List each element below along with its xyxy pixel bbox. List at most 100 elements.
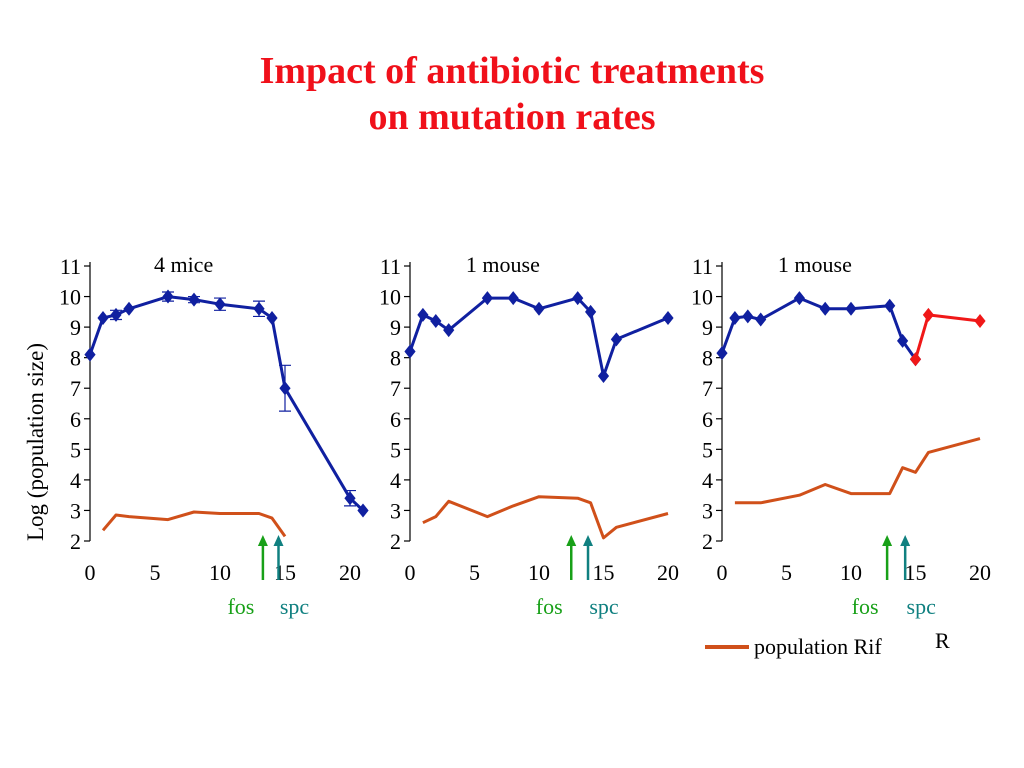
data-point-3-resistant-2	[974, 314, 986, 328]
arrow-head-2-fos	[566, 535, 577, 546]
data-point-3-main-5	[819, 301, 831, 316]
y-tick-label-1-3: 3	[70, 498, 81, 523]
series-line-3-resistant	[914, 313, 981, 360]
y-tick-label-2-2: 2	[390, 529, 401, 554]
data-point-3-main-4	[793, 291, 805, 306]
data-point-3-resistant-0	[909, 352, 922, 367]
data-point-2-main-5	[507, 291, 519, 306]
y-tick-label-3-9: 9	[702, 315, 713, 340]
x-tick-label-2-15: 15	[593, 560, 615, 585]
x-tick-label-2-20: 20	[657, 560, 679, 585]
arrow-head-2-spc	[583, 535, 594, 546]
data-point-1-main-1	[97, 310, 109, 325]
y-tick-label-1-5: 5	[70, 437, 81, 462]
series-line-3-rif	[734, 437, 981, 505]
data-point-2-main-2	[430, 314, 442, 328]
y-tick-label-3-3: 3	[702, 498, 713, 523]
arrow-head-1-spc	[273, 535, 284, 546]
y-tick-label-1-8: 8	[70, 346, 81, 371]
legend-label: population Rif	[754, 634, 882, 659]
annotation-label-1-fos: fos	[227, 594, 254, 619]
y-tick-label-3-8: 8	[702, 346, 713, 371]
y-tick-label-2-11: 11	[380, 254, 401, 279]
annotation-label-3-fos: fos	[852, 594, 879, 619]
y-tick-label-2-7: 7	[390, 376, 401, 401]
series-line-1-main	[88, 295, 365, 512]
arrow-head-3-fos	[882, 535, 893, 546]
x-tick-label-3-15: 15	[905, 560, 927, 585]
data-point-1-main-11	[357, 503, 369, 518]
data-point-2-main-6	[533, 301, 545, 316]
data-point-3-resistant-1	[922, 307, 934, 322]
x-tick-label-1-5: 5	[150, 560, 161, 585]
y-tick-label-3-4: 4	[702, 468, 713, 493]
data-point-3-main-2	[742, 309, 754, 324]
y-tick-label-3-5: 5	[702, 437, 713, 462]
y-tick-label-2-5: 5	[390, 437, 401, 462]
y-tick-label-3-6: 6	[702, 407, 713, 432]
y-tick-label-1-4: 4	[70, 468, 81, 493]
data-point-2-main-8	[585, 304, 597, 319]
x-tick-label-3-10: 10	[840, 560, 862, 585]
data-point-2-main-1	[417, 307, 429, 322]
data-point-1-main-8	[266, 310, 278, 325]
data-point-1-main-5	[188, 292, 200, 307]
annotation-label-3-spc: spc	[907, 594, 937, 619]
y-tick-label-2-3: 3	[390, 498, 401, 523]
x-tick-label-3-20: 20	[969, 560, 991, 585]
y-tick-label-1-2: 2	[70, 529, 81, 554]
x-tick-label-1-0: 0	[85, 560, 96, 585]
panel-label-3: 1 mouse	[778, 252, 852, 277]
data-point-3-main-3	[755, 312, 767, 327]
panel-label-2: 1 mouse	[466, 252, 540, 277]
y-tick-label-3-2: 2	[702, 529, 713, 554]
data-point-1-main-7	[253, 301, 265, 316]
y-tick-label-3-7: 7	[702, 376, 713, 401]
data-point-1-main-2	[110, 307, 122, 322]
data-point-3-main-0	[716, 346, 728, 361]
arrow-head-3-spc	[900, 535, 911, 546]
data-point-1-main-10	[344, 491, 356, 506]
data-point-2-main-7	[572, 291, 584, 306]
x-tick-label-3-0: 0	[717, 560, 728, 585]
y-tick-label-2-10: 10	[379, 285, 401, 310]
series-line-2-rif	[422, 495, 669, 540]
y-tick-label-3-11: 11	[692, 254, 713, 279]
data-point-1-main-0	[84, 347, 96, 362]
y-tick-label-2-9: 9	[390, 315, 401, 340]
annotation-label-2-fos: fos	[536, 594, 563, 619]
y-tick-label-2-6: 6	[390, 407, 401, 432]
data-point-3-main-8	[897, 333, 909, 348]
data-point-1-main-3	[123, 301, 135, 316]
data-point-1-main-9	[279, 381, 291, 396]
y-tick-label-1-9: 9	[70, 315, 81, 340]
title-line-2: on mutation rates	[368, 96, 656, 138]
x-tick-label-3-5: 5	[781, 560, 792, 585]
data-point-3-main-6	[845, 301, 857, 316]
data-point-1-main-6	[214, 297, 226, 312]
annotation-label-2-spc: spc	[589, 594, 619, 619]
data-point-2-main-10	[610, 332, 622, 347]
legend-superscript: R	[935, 628, 950, 653]
x-tick-label-1-10: 10	[209, 560, 231, 585]
y-tick-label-3-10: 10	[691, 285, 713, 310]
series-line-1-rif	[101, 510, 287, 538]
data-point-2-main-3	[443, 323, 455, 338]
y-tick-label-1-6: 6	[70, 407, 81, 432]
data-point-2-main-4	[481, 291, 493, 306]
y-tick-label-2-8: 8	[390, 346, 401, 371]
data-point-2-main-9	[597, 369, 610, 383]
annotation-label-1-spc: spc	[280, 594, 310, 619]
data-point-3-main-7	[884, 298, 896, 313]
x-tick-label-2-0: 0	[405, 560, 416, 585]
x-tick-label-1-20: 20	[339, 560, 361, 585]
title-line-1: Impact of antibiotic treatments	[259, 50, 765, 92]
x-tick-label-2-5: 5	[469, 560, 480, 585]
data-point-2-main-11	[662, 310, 674, 325]
data-point-1-main-4	[162, 289, 174, 304]
series-line-3-main	[720, 296, 917, 361]
y-tick-label-1-10: 10	[59, 285, 81, 310]
data-point-3-main-1	[729, 310, 741, 325]
legend-swatch	[705, 645, 749, 649]
